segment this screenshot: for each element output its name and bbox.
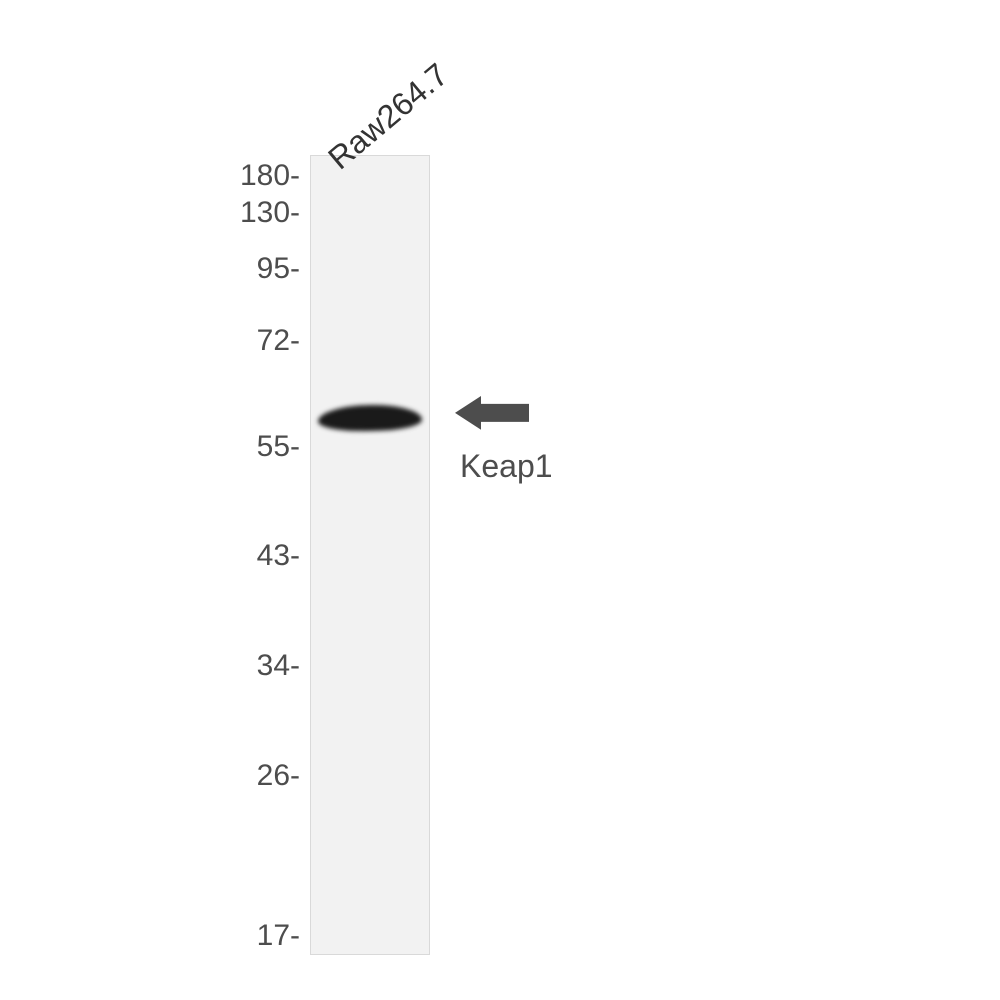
blot-lane [310,155,430,955]
mw-marker-label: 43- [257,539,300,573]
target-label: Keap1 [460,448,553,485]
mw-marker-label: 55- [257,430,300,464]
mw-marker-label: 130- [240,196,300,230]
mw-marker-label: 72- [257,324,300,358]
mw-marker-label: 26- [257,759,300,793]
mw-marker-label: 95- [257,252,300,286]
mw-marker-label: 34- [257,649,300,683]
mw-marker-label: 180- [240,159,300,193]
mw-marker-label: 17- [257,919,300,953]
arrow-icon [455,396,529,430]
blot-figure: Raw264.7 180-130-95-72-55-43-34-26-17- K… [0,0,1000,1000]
